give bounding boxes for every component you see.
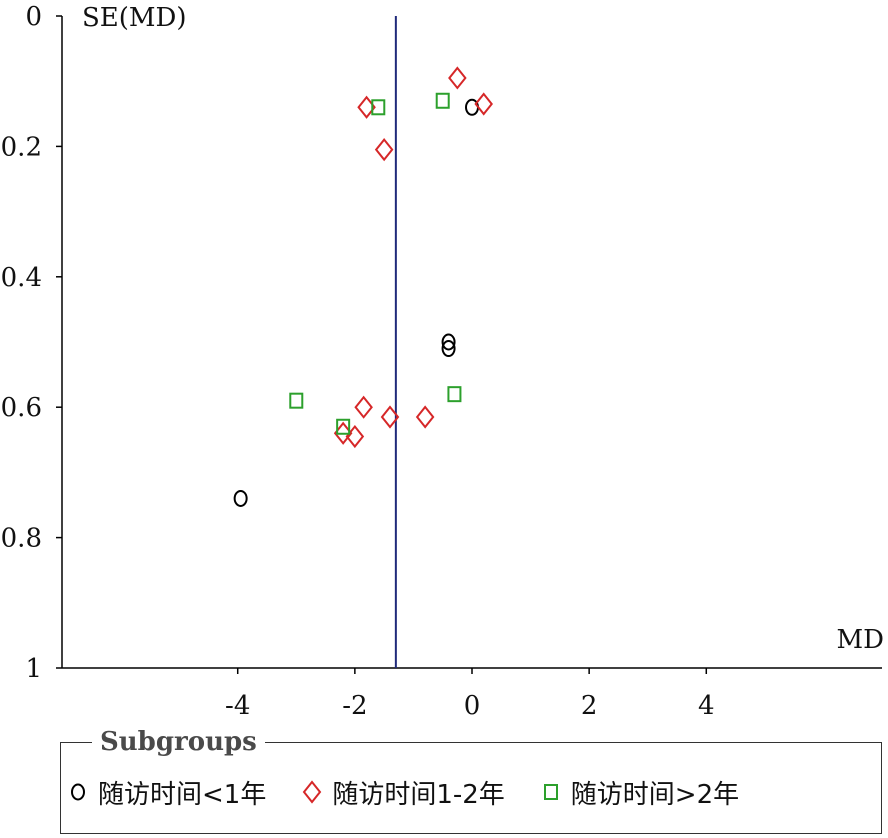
data-point-diamond bbox=[380, 405, 400, 429]
data-point-square bbox=[435, 92, 450, 109]
x-axis-title: MD bbox=[837, 625, 884, 655]
tick-labels: 0 0.2 0.4 0.6 0.8 1 -4 -2 0 2 4 bbox=[1, 2, 715, 720]
x-tick-label: 2 bbox=[581, 691, 598, 720]
y-axis-title: SE(MD) bbox=[82, 3, 187, 33]
data-point-diamond bbox=[374, 138, 394, 162]
data-point-diamond bbox=[415, 405, 435, 429]
legend-label: 随访时间1-2年 bbox=[332, 779, 505, 810]
data-point-diamond bbox=[354, 395, 373, 419]
axes bbox=[56, 15, 882, 674]
data-point-circle bbox=[441, 333, 456, 351]
legend-label: 随访时间>2年 bbox=[570, 779, 740, 810]
diamond-marker-icon bbox=[303, 780, 322, 804]
y-tick-label: 0 bbox=[25, 2, 42, 32]
data-point-circle bbox=[441, 340, 456, 358]
data-point-circle bbox=[233, 489, 248, 507]
data-point-square bbox=[447, 386, 462, 403]
legend-box bbox=[60, 742, 882, 834]
square-marker-icon bbox=[543, 784, 558, 800]
legend-marker bbox=[303, 780, 322, 804]
data-point-diamond bbox=[448, 66, 467, 90]
legend-item: 随访时间1-2年 bbox=[300, 774, 505, 811]
legend-marker bbox=[71, 783, 85, 801]
circle-marker-icon bbox=[71, 783, 85, 801]
series-3 bbox=[289, 92, 462, 435]
data-points bbox=[233, 66, 493, 507]
legend-marker bbox=[543, 784, 558, 800]
y-tick-label: 1 bbox=[25, 654, 42, 684]
data-point-square bbox=[371, 99, 386, 116]
series-2 bbox=[333, 66, 493, 449]
legend-title: Subgroups bbox=[92, 726, 265, 758]
data-point-diamond bbox=[474, 92, 493, 116]
x-tick-label: -4 bbox=[225, 691, 250, 720]
data-point-square bbox=[336, 418, 351, 435]
legend-label: 随访时间<1年 bbox=[98, 779, 267, 810]
legend-item: 随访时间>2年 bbox=[539, 774, 739, 811]
x-tick-label: 0 bbox=[464, 691, 481, 720]
y-tick-label: 0.2 bbox=[1, 132, 42, 162]
y-tick-label: 0.6 bbox=[1, 393, 42, 423]
legend: 随访时间<1年 随访时间1-2年 随访时间>2年 bbox=[66, 768, 882, 816]
y-tick-label: 0.4 bbox=[1, 263, 42, 293]
x-tick-label: 4 bbox=[698, 691, 715, 720]
legend-item: 随访时间<1年 bbox=[66, 774, 266, 811]
data-point-square bbox=[289, 392, 304, 409]
y-tick-label: 0.8 bbox=[1, 524, 42, 554]
funnel-plot: 0 0.2 0.4 0.6 0.8 1 -4 -2 0 2 4 SE(MD) MD bbox=[1, 2, 884, 720]
x-tick-label: -2 bbox=[342, 691, 367, 720]
